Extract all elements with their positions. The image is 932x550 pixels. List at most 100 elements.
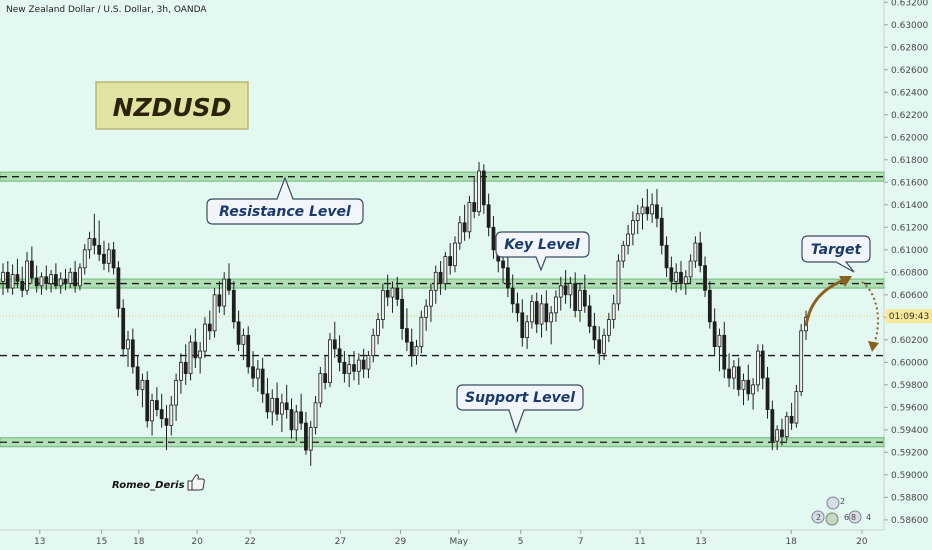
- candle-body: [217, 294, 222, 307]
- author-name[interactable]: Romeo_Deris: [112, 480, 185, 491]
- like-icon[interactable]: [811, 510, 825, 524]
- time-tick-label: 11: [634, 537, 645, 547]
- candle-body: [179, 361, 183, 381]
- price-axis[interactable]: 0.63200 0.63000 0.62800 0.62600 0.62400 0.622…: [884, 0, 928, 526]
- key-level-callout[interactable]: Key Level: [495, 231, 590, 272]
- price-tick-label: 0.61000: [891, 246, 928, 256]
- candle-body: [784, 415, 789, 438]
- time-axis[interactable]: 13 15 18 20 22 27 29 May 5 7 11 13 18 20: [34, 530, 868, 547]
- candle-body: [756, 350, 760, 386]
- resistance-callout[interactable]: Resistance Level: [206, 176, 364, 225]
- candle-body: [121, 307, 126, 350]
- key-level-callout-label: Key Level: [504, 237, 580, 253]
- support-callout-label: Support Level: [465, 390, 575, 406]
- candle-body: [5, 271, 10, 289]
- candle-body: [746, 379, 751, 395]
- candle-body: [97, 244, 102, 255]
- candle-body: [246, 334, 251, 368]
- support-callout[interactable]: Support Level: [456, 384, 584, 434]
- candle-body: [308, 427, 313, 451]
- candle-body: [154, 400, 159, 410]
- candle-body: [679, 271, 683, 284]
- target-callout-label: Target: [811, 242, 863, 258]
- candle-body: [409, 341, 414, 356]
- candle-body: [530, 301, 534, 323]
- zone-0: [0, 171, 885, 182]
- candle-body: [380, 289, 385, 320]
- time-tick-label: 7: [578, 537, 584, 547]
- candle-body: [207, 323, 212, 332]
- candle-body: [366, 355, 371, 370]
- candle-body: [140, 379, 145, 390]
- candle-body: [501, 260, 505, 269]
- candle-body: [563, 285, 568, 296]
- candle-body: [419, 316, 424, 347]
- candle-body: [443, 256, 448, 284]
- candle-body: [58, 278, 63, 287]
- candle-body: [558, 285, 563, 298]
- price-tick-label: 0.61400: [891, 201, 928, 211]
- price-tick-label: 0.62000: [891, 133, 928, 143]
- social-badges[interactable]: 2 2 6 8 4: [811, 496, 871, 526]
- candle-body: [159, 409, 164, 419]
- candle-body: [73, 271, 78, 287]
- chart-title: New Zealand Dollar / U.S. Dollar, 3h, OA…: [6, 5, 207, 15]
- candle-body: [433, 271, 438, 291]
- price-tick-label: 0.60000: [891, 358, 928, 368]
- time-tick-label: 27: [335, 537, 346, 547]
- candle-body: [145, 379, 150, 422]
- view-icon[interactable]: [848, 510, 862, 524]
- candle-body: [659, 217, 664, 246]
- thumbs-up-icon[interactable]: [187, 474, 205, 491]
- candle-body: [371, 334, 376, 356]
- candle-body: [227, 278, 231, 291]
- share-count: 6: [844, 513, 849, 522]
- candle-body: [313, 402, 318, 429]
- candle-body: [39, 276, 44, 287]
- candle-body: [573, 283, 578, 311]
- candle-body: [760, 350, 765, 379]
- zone-2: [0, 437, 885, 448]
- candle-body: [544, 303, 549, 323]
- price-tick-label: 0.61600: [891, 178, 928, 188]
- candle-body: [130, 339, 135, 368]
- candle-body: [10, 274, 15, 289]
- candle-body: [481, 170, 486, 206]
- candle-body: [626, 233, 630, 246]
- candle-body: [68, 271, 73, 284]
- candle-body: [414, 346, 419, 356]
- candle-body: [395, 287, 400, 300]
- candle-body: [279, 402, 284, 415]
- candle-body: [751, 384, 755, 395]
- candle-body: [236, 321, 241, 345]
- candle-body: [54, 274, 58, 287]
- candle-body: [510, 287, 515, 305]
- candle-body: [299, 411, 304, 424]
- candle-body: [707, 289, 712, 323]
- candle-body: [515, 303, 520, 314]
- candle-body: [655, 204, 659, 219]
- share-icon[interactable]: [825, 512, 839, 526]
- candle-body: [467, 202, 472, 233]
- comment-icon[interactable]: [826, 496, 840, 510]
- candle-body: [29, 260, 34, 279]
- candle-body: [472, 202, 477, 212]
- candle-body: [429, 289, 433, 307]
- target-callout[interactable]: Target: [801, 235, 871, 273]
- candle-body: [698, 242, 703, 266]
- candle-body: [25, 260, 29, 291]
- candle-body: [453, 242, 457, 266]
- time-tick-label: 20: [856, 537, 868, 547]
- candle-body: [424, 305, 429, 318]
- price-tick-label: 0.59800: [891, 381, 928, 391]
- candle-body: [683, 276, 688, 284]
- candle-body: [592, 325, 597, 341]
- candle-body: [284, 402, 289, 410]
- candle-body: [116, 267, 121, 309]
- candle-body: [1, 271, 5, 282]
- candle-body: [621, 244, 626, 262]
- time-tick-label: 20: [191, 537, 203, 547]
- candle-body: [289, 409, 294, 431]
- price-tick-label: 0.59600: [891, 403, 928, 413]
